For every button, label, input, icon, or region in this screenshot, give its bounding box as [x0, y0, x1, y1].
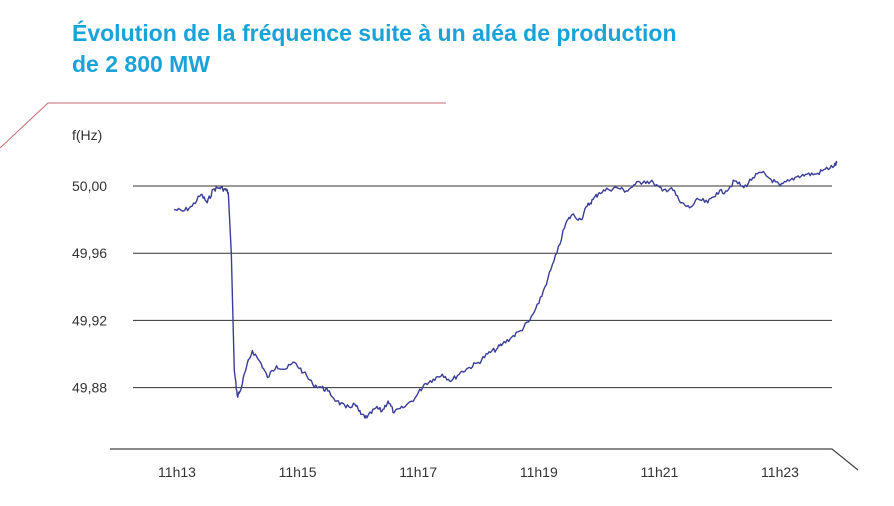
y-tick-label: 49,92	[72, 312, 107, 328]
y-tick-label: 50,00	[72, 178, 107, 194]
x-tick-label: 11h19	[520, 464, 558, 480]
chart-title-line-2: de 2 800 MW	[72, 51, 211, 77]
y-tick-label: 49,88	[72, 380, 107, 396]
chart-title-line-1: Évolution de la fréquence suite à un alé…	[72, 20, 677, 46]
decorative-frame-top	[0, 102, 446, 149]
chart-title: Évolution de la fréquence suite à un alé…	[72, 18, 852, 80]
frequency-series-line	[173, 160, 838, 419]
x-tick-label: 11h17	[399, 464, 437, 480]
y-tick-labels: 50,00 49,96 49,92 49,88	[72, 178, 107, 396]
x-tick-label: 11h21	[640, 464, 678, 480]
x-tick-label: 11h13	[158, 464, 196, 480]
grid-lines	[133, 185, 832, 389]
x-axis-line	[110, 448, 859, 471]
x-tick-label: 11h15	[279, 464, 317, 480]
y-tick-label: 49,96	[72, 245, 107, 261]
x-tick-label: 11h23	[761, 464, 799, 480]
x-tick-labels: 11h13 11h15 11h17 11h19 11h21 11h23	[158, 464, 799, 480]
y-axis-label: f(Hz)	[72, 127, 102, 143]
